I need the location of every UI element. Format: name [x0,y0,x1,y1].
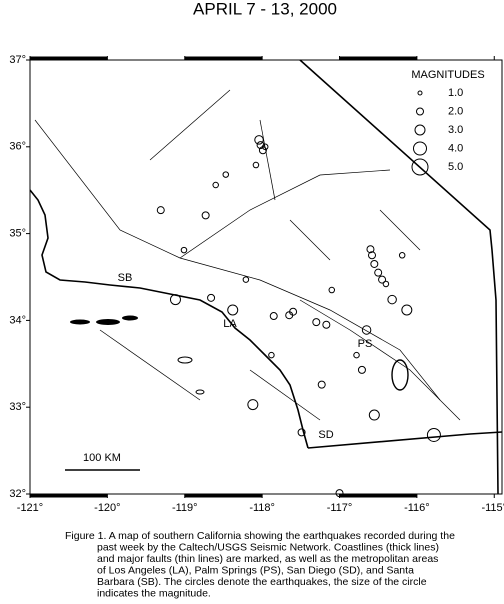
earthquake [368,251,377,260]
earthquake [289,307,298,316]
earthquake [370,259,379,268]
earthquake [227,304,239,316]
lat-tick-label: 35° [9,228,26,240]
lon-tick-label: -117° [327,502,353,514]
legend-circle [417,90,423,96]
legend-circle [416,107,424,116]
earthquake [361,325,372,335]
lon-tick-label: -118° [249,502,275,514]
place-label: PS [358,338,373,350]
lon-tick-label: -116° [404,502,430,514]
scale-label: 100 KM [83,452,121,464]
lat-tick-label: 32° [9,488,26,500]
earthquake [401,304,413,316]
legend-label: 5.0 [448,161,463,173]
earthquake [261,143,269,151]
lat-tick-label: 36° [9,141,26,153]
earthquake [212,181,219,189]
earthquake [254,135,264,145]
earthquake [357,365,366,374]
caption-line: indicates the magnitude. [97,587,211,599]
legend-circle [414,124,426,136]
earthquake [312,318,321,327]
earthquake [426,427,441,442]
lat-tick-label: 33° [9,401,26,413]
lat-tick-label: 37° [9,54,26,66]
legend-label: 1.0 [448,87,463,99]
caption-line: Barbara (SB). The circles denote the ear… [97,576,427,588]
earthquake [387,294,397,305]
place-label: SD [318,429,333,441]
legend-label: 2.0 [448,105,463,117]
lon-tick-label: -121° [17,502,43,514]
earthquake [256,141,265,150]
earthquake [201,211,210,220]
lat-tick-label: 34° [9,314,26,326]
lon-tick-label: -119° [172,502,198,514]
earthquake [222,171,230,178]
lon-tick-label: -120° [94,502,120,514]
faults [34,89,461,421]
caption-line: and major faults (thin lines) are marked… [97,553,438,565]
caption-line: Figure 1. A map of southern California s… [65,530,455,542]
earthquake [317,380,326,389]
earthquake [242,276,250,283]
earthquake [297,428,306,437]
title: APRIL 7 - 13, 2000 [193,0,337,18]
legend-title: MAGNITUDES [411,69,484,81]
earthquake [366,245,375,254]
legend-label: 3.0 [448,124,463,136]
earthquake [269,312,278,321]
caption-line: of Los Angeles (LA), Palm Springs (PS), … [97,564,414,576]
earthquake [247,399,259,411]
earthquake [368,409,380,421]
earthquake [156,206,165,215]
legend-circle [413,141,427,156]
earthquake [207,293,216,302]
coastline [29,59,503,495]
legend-label: 4.0 [448,142,463,154]
earthquake [328,286,336,294]
earthquake [252,161,260,169]
earthquake [180,246,188,254]
earthquake [398,252,406,259]
earthquake [322,320,331,329]
earthquake [169,294,181,306]
earthquake [353,351,360,359]
place-label: LA [223,318,237,330]
map-frame [29,59,503,495]
lon-tick-label: -115° [481,502,504,514]
earthquake [268,351,275,359]
legend-circle [411,158,429,176]
place-label: SB [118,272,133,284]
map-layer [156,135,441,498]
earthquake [374,268,383,277]
caption-line: past week by the Caltech/USGS Seismic Ne… [97,541,439,553]
earthquake [378,275,387,284]
earthquake [382,280,390,288]
